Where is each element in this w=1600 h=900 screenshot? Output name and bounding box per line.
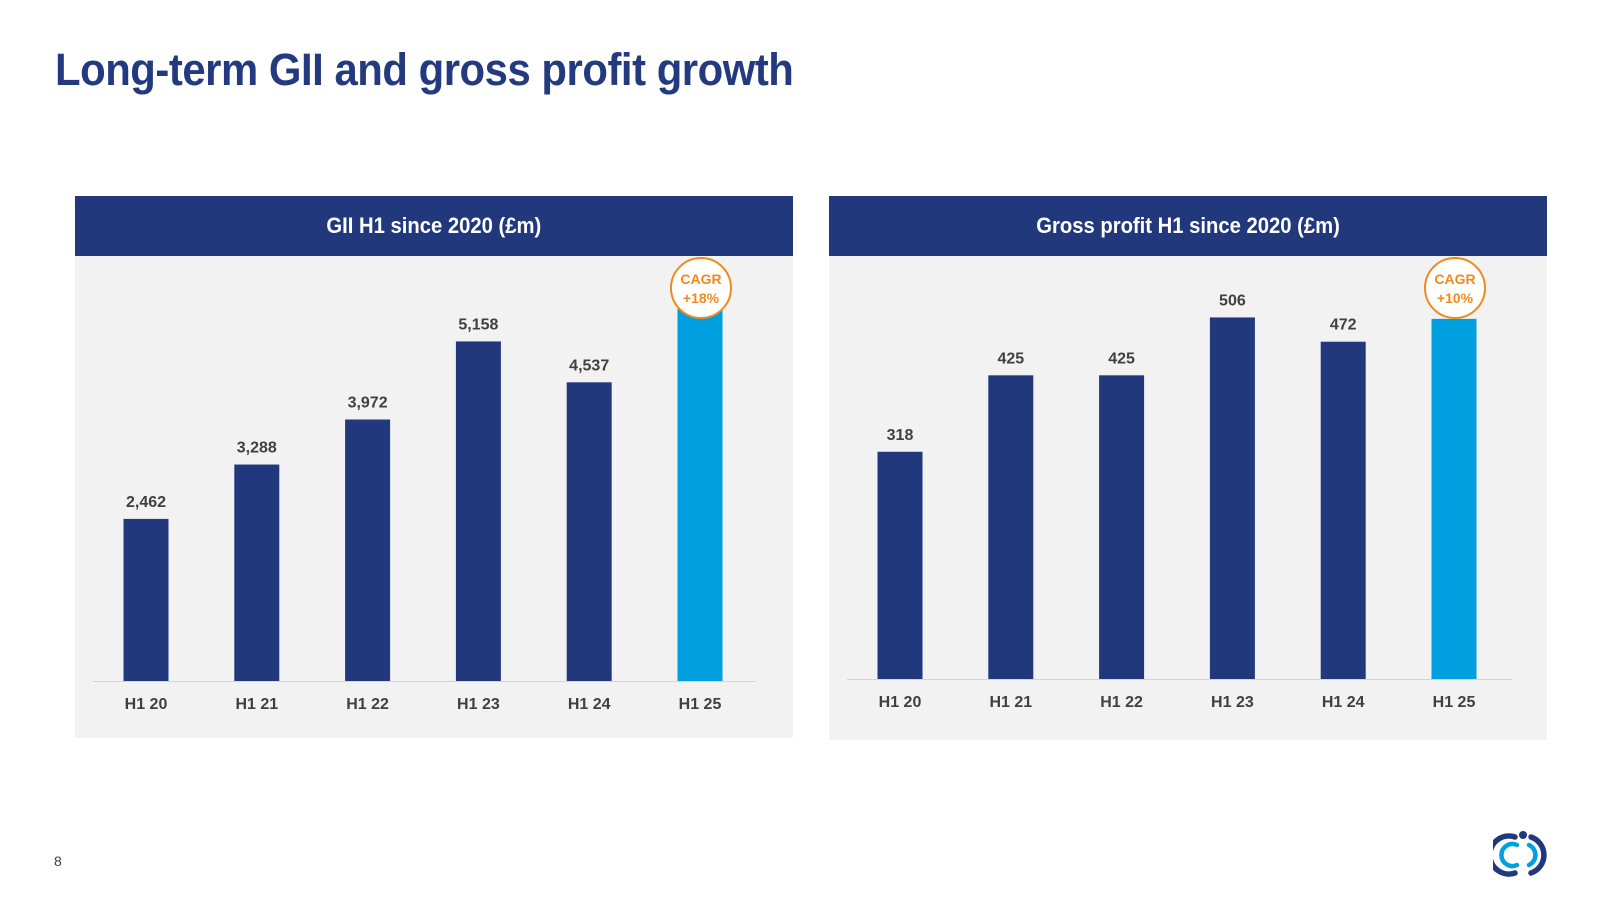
- gii-value-label: 2,462: [126, 494, 166, 511]
- gross-profit-cagr-badge: CAGR +10%: [1424, 257, 1486, 319]
- gross-profit-cagr-label: CAGR: [1434, 271, 1475, 287]
- gross-profit-x-tick-label: H1 20: [879, 694, 922, 711]
- gross-profit-bar: [1099, 375, 1145, 679]
- gii-cagr-badge: CAGR +18%: [670, 257, 732, 319]
- gii-bar: [123, 518, 169, 681]
- gii-chart-title: GII H1 since 2020 (£m): [326, 213, 542, 238]
- gross-profit-bar: [877, 451, 923, 679]
- gii-bar: [566, 382, 612, 681]
- gii-cagr-value: +18%: [683, 290, 720, 306]
- gii-x-tick-label: H1 20: [125, 696, 168, 713]
- gii-value-label: 5,158: [458, 316, 498, 333]
- gii-bar: [455, 341, 501, 681]
- gross-profit-bar: [1431, 318, 1477, 679]
- gii-x-tick-label: H1 23: [457, 696, 500, 713]
- page-number: 8: [54, 853, 62, 869]
- gii-value-label: 3,972: [348, 395, 388, 412]
- gross-profit-cagr-value: +10%: [1437, 290, 1474, 306]
- gii-bar: [677, 308, 723, 681]
- gii-chart-panel: GII H1 since 2020 (£m) 2,462 H1 20 3,288 H1…: [75, 196, 793, 738]
- gii-bar: [345, 419, 391, 681]
- gross-profit-value-label: 506: [1219, 292, 1246, 309]
- gii-cagr-circle: [670, 257, 732, 319]
- gross-profit-x-tick-label: H1 24: [1322, 694, 1365, 711]
- gross-profit-chart-header: Gross profit H1 since 2020 (£m): [829, 196, 1547, 256]
- gii-value-label: 4,537: [569, 357, 609, 374]
- gross-profit-chart-title: Gross profit H1 since 2020 (£m): [1036, 213, 1340, 238]
- gross-profit-x-tick-label: H1 22: [1100, 694, 1143, 711]
- gii-cagr-label: CAGR: [680, 271, 721, 287]
- gross-profit-cagr-circle: [1424, 257, 1486, 319]
- gross-profit-value-label: 318: [887, 427, 914, 444]
- brand-logo-icon: [1493, 831, 1547, 877]
- gross-profit-x-tick-label: H1 23: [1211, 694, 1254, 711]
- gross-profit-value-label: 472: [1330, 317, 1357, 334]
- gii-bar: [234, 464, 280, 681]
- gross-profit-bar: [988, 375, 1034, 679]
- gii-x-tick-label: H1 25: [679, 696, 722, 713]
- gii-x-tick-label: H1 22: [346, 696, 389, 713]
- gii-x-tick-label: H1 24: [568, 696, 611, 713]
- gross-profit-chart-panel: Gross profit H1 since 2020 (£m) 318 H1 20…: [829, 196, 1547, 740]
- gross-profit-bar-chart: 318 H1 20 425 H1 21 425 H1 22 506 H1 23 472 H1 24…: [847, 257, 1512, 711]
- slide-title: Long-term GII and gross profit growth: [55, 44, 794, 95]
- gii-chart-plot: 2,462 H1 20 3,288 H1 21 3,972 H1 22 5,158 H1 23…: [75, 256, 793, 740]
- gii-bar-chart: 2,462 H1 20 3,288 H1 21 3,972 H1 22 5,158 H1 23…: [93, 257, 756, 713]
- gross-profit-value-label: 425: [1108, 350, 1135, 367]
- gii-chart-header: GII H1 since 2020 (£m): [75, 196, 793, 256]
- gross-profit-x-tick-label: H1 21: [989, 694, 1032, 711]
- gii-value-label: 3,288: [237, 440, 277, 457]
- gross-profit-x-tick-label: H1 25: [1433, 694, 1476, 711]
- gross-profit-chart-plot: 318 H1 20 425 H1 21 425 H1 22 506 H1 23 472 H1 24…: [829, 256, 1547, 740]
- gii-x-tick-label: H1 21: [235, 696, 278, 713]
- gross-profit-bar: [1320, 341, 1366, 679]
- gross-profit-bar: [1209, 317, 1255, 679]
- gross-profit-value-label: 425: [997, 350, 1024, 367]
